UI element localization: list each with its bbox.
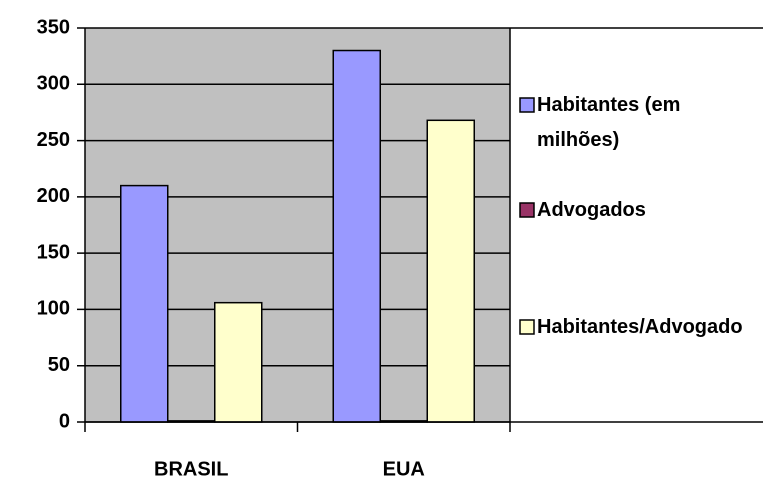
legend-label: Habitantes/Advogado <box>537 316 743 338</box>
legend-swatch <box>519 97 535 113</box>
legend-swatch <box>519 202 535 218</box>
bar <box>332 49 381 423</box>
y-tick-label: 0 <box>59 410 70 432</box>
legend-label: Advogados <box>537 199 646 221</box>
y-tick-label: 100 <box>37 298 70 320</box>
bar <box>214 301 263 423</box>
legend-label: Habitantes (em milhões) <box>537 94 681 151</box>
y-tick-label: 300 <box>37 73 70 95</box>
x-tick-label: BRASIL <box>154 458 228 480</box>
y-tick-label: 350 <box>37 16 70 38</box>
y-tick-label: 50 <box>48 354 70 376</box>
y-tick-label: 200 <box>37 185 70 207</box>
legend-swatch <box>519 319 535 335</box>
x-tick-label: EUA <box>383 458 425 480</box>
y-tick-label: 250 <box>37 129 70 151</box>
bar <box>426 119 475 423</box>
y-tick-label: 150 <box>37 241 70 263</box>
bar <box>120 184 169 423</box>
